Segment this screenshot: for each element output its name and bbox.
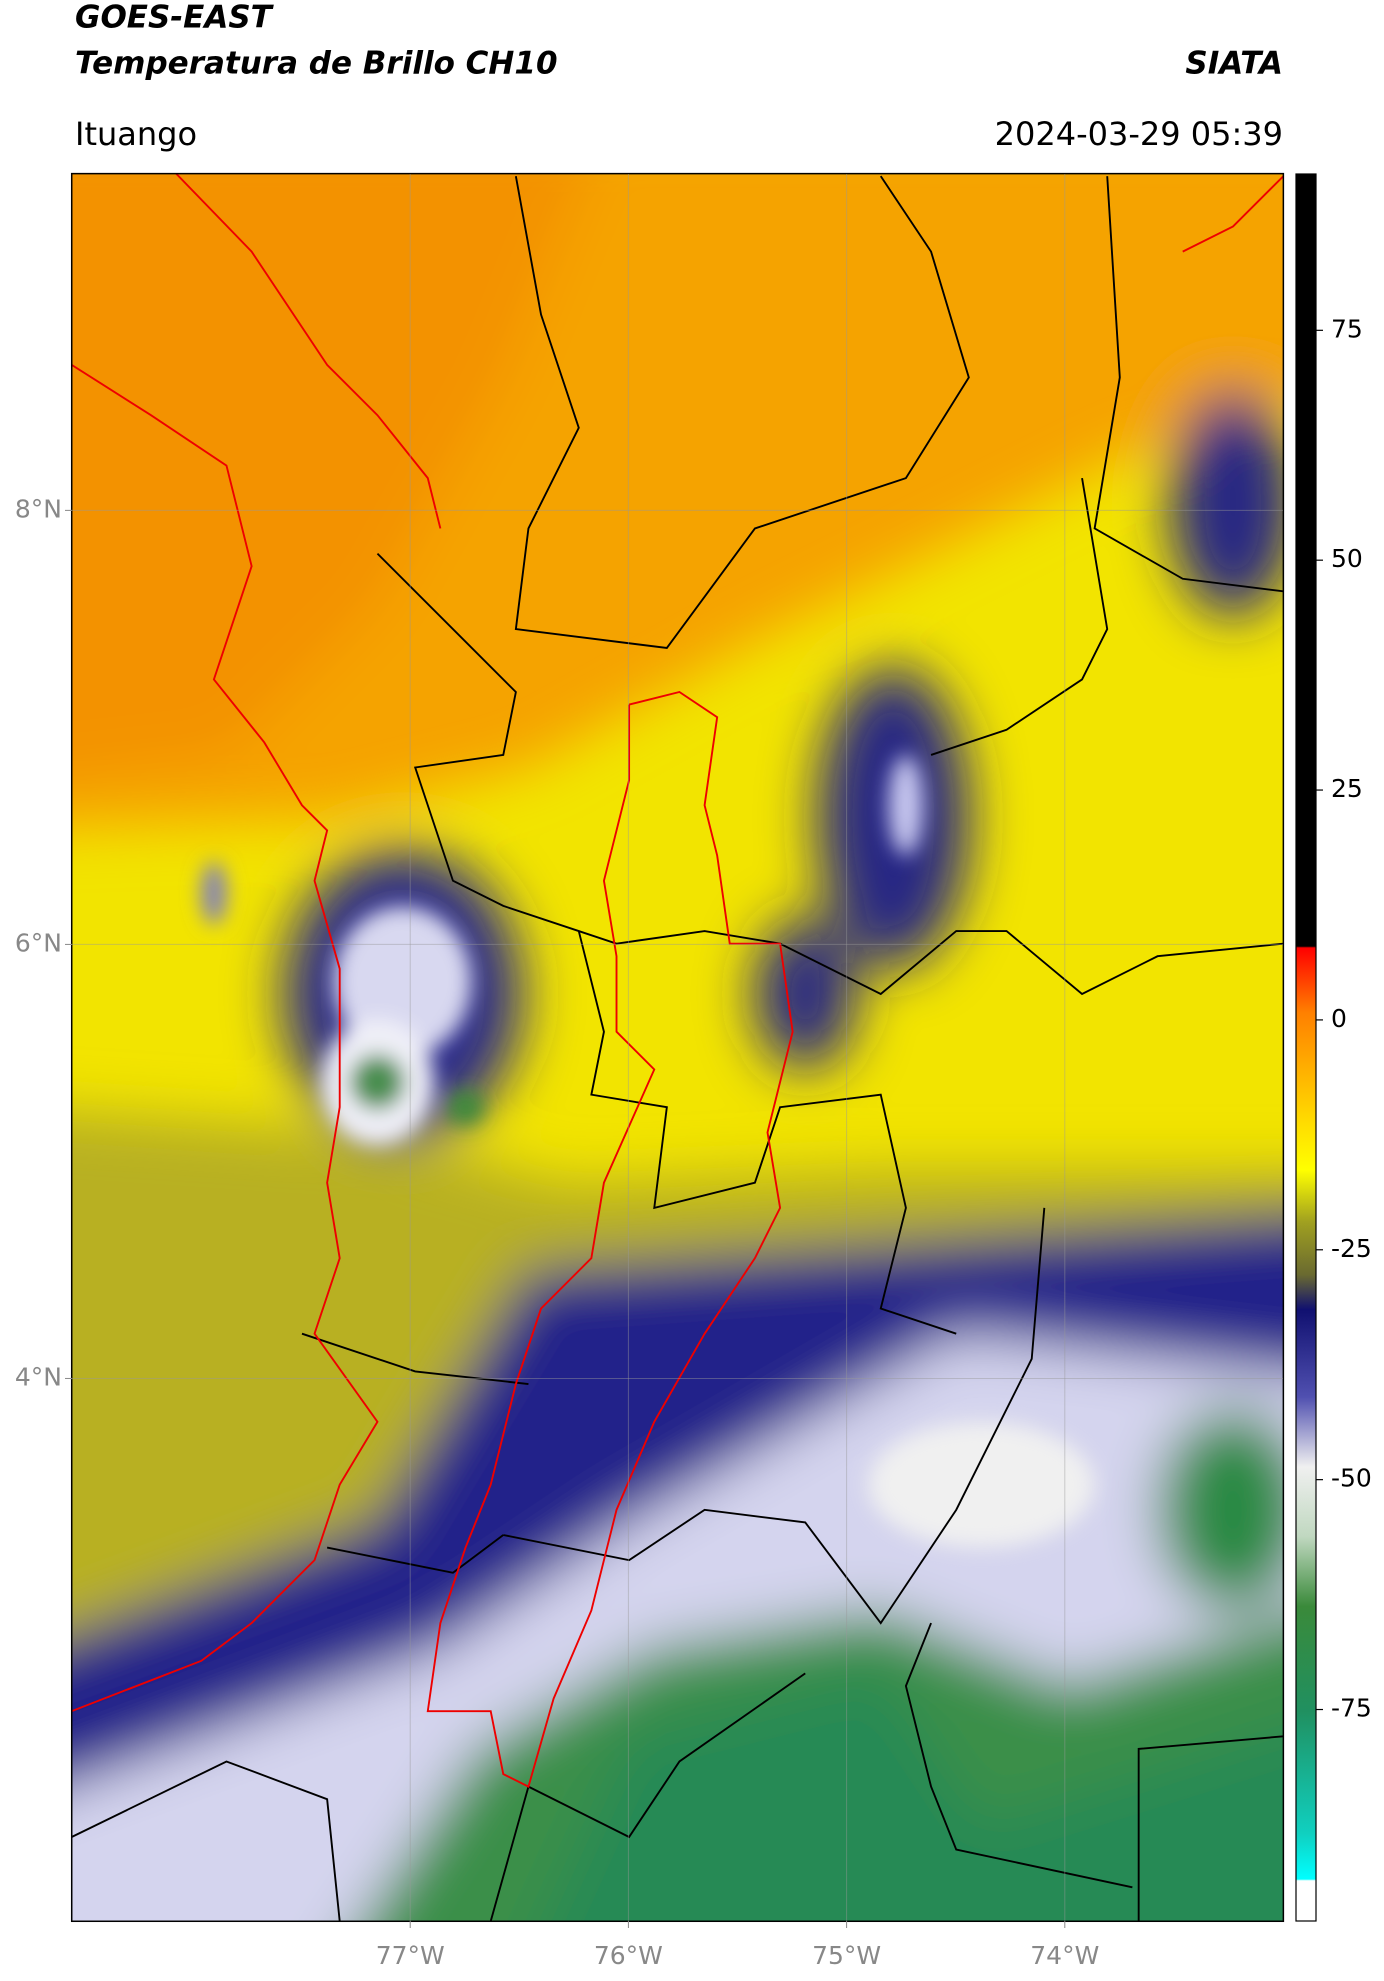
colorbar-tick-label: -50 (1331, 1464, 1372, 1493)
colorbar-tick-label: -25 (1331, 1234, 1372, 1263)
colorbar-tick-label: 0 (1331, 1004, 1347, 1033)
lat-tick-label: 4°N (15, 1362, 62, 1391)
colorbar-tick-label: -75 (1331, 1694, 1372, 1723)
lat-tick-label: 8°N (15, 494, 62, 523)
lat-tick-label: 6°N (15, 928, 62, 957)
datetime: 2024-03-29 05:39 (995, 115, 1283, 153)
satellite-image (70, 172, 1285, 1923)
title: GOES-EAST (75, 0, 275, 36)
colorbar (1295, 173, 1317, 1922)
lon-tick-label: 75°W (812, 1941, 881, 1970)
lon-tick-label: 77°W (376, 1941, 445, 1970)
location: Ituango (75, 115, 197, 153)
subtitle: Temperatura de Brillo CH10 (75, 46, 558, 82)
organization: SIATA (1185, 46, 1283, 82)
colorbar-tick-label: 25 (1331, 774, 1363, 803)
graticule: 77°W 76°W 75°W 74°W 8°N 6°N 4°N (15, 174, 1283, 1970)
colorbar-tick-label: 50 (1331, 544, 1363, 573)
colorbar-tick-label: 75 (1331, 314, 1363, 343)
lon-tick-label: 74°W (1030, 1941, 1099, 1970)
lon-tick-label: 76°W (594, 1941, 663, 1970)
